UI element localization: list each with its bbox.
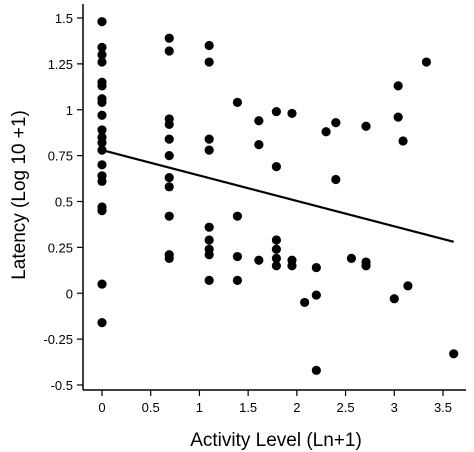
x-axis-ticks: 0 0.5 1 1.5 2 2.5 3 3.5 bbox=[98, 390, 452, 415]
data-point bbox=[361, 261, 371, 271]
data-point bbox=[271, 244, 281, 254]
data-point bbox=[321, 127, 331, 137]
data-point bbox=[232, 211, 243, 221]
data-point bbox=[97, 110, 107, 120]
data-point bbox=[164, 134, 174, 144]
data-point bbox=[204, 250, 214, 260]
data-point bbox=[232, 251, 243, 262]
y-tick-label: 1 bbox=[66, 103, 73, 118]
data-point bbox=[271, 162, 281, 172]
data-point bbox=[271, 261, 281, 271]
plot-frame bbox=[82, 4, 466, 391]
data-point bbox=[331, 117, 341, 128]
data-point bbox=[311, 290, 321, 300]
y-tick-label: -0.25 bbox=[43, 332, 73, 347]
y-tick-label: -0.5 bbox=[51, 378, 73, 393]
data-point bbox=[97, 145, 107, 155]
data-point bbox=[403, 281, 413, 291]
y-axis-ticks: -0.5 -0.25 0 0.25 0.5 0.75 1 1.25 1.5 bbox=[43, 11, 83, 393]
data-point bbox=[232, 275, 243, 286]
y-tick-label: 0.5 bbox=[55, 195, 73, 210]
data-point bbox=[311, 262, 321, 273]
data-point bbox=[204, 222, 214, 232]
data-point bbox=[97, 17, 107, 27]
data-point bbox=[287, 261, 297, 271]
data-point bbox=[300, 297, 310, 308]
data-point bbox=[204, 275, 214, 286]
data-point bbox=[97, 176, 107, 186]
data-point bbox=[164, 173, 174, 183]
data-points bbox=[97, 17, 459, 375]
data-point bbox=[97, 206, 107, 216]
data-point bbox=[232, 97, 243, 108]
data-point bbox=[164, 46, 174, 56]
y-axis-title: Latency (Log 10 +1) bbox=[9, 110, 30, 280]
data-point bbox=[97, 160, 107, 170]
x-axis-title: Activity Level (Ln+1) bbox=[190, 430, 362, 451]
x-tick-label: 1.5 bbox=[239, 400, 257, 415]
data-point bbox=[204, 134, 214, 144]
x-tick-label: 3 bbox=[391, 400, 398, 415]
regression-line-group bbox=[101, 149, 454, 243]
data-point bbox=[271, 253, 281, 263]
x-tick-label: 0 bbox=[98, 400, 105, 415]
x-tick-label: 2.5 bbox=[337, 400, 355, 415]
data-point bbox=[97, 57, 107, 67]
regression-line bbox=[101, 149, 454, 243]
data-point bbox=[97, 42, 107, 52]
data-point bbox=[346, 253, 357, 263]
x-tick-label: 2 bbox=[293, 400, 300, 415]
data-point bbox=[97, 318, 107, 328]
data-point bbox=[393, 81, 403, 91]
y-tick-label: 0 bbox=[66, 286, 73, 301]
data-point bbox=[164, 253, 174, 263]
data-point bbox=[271, 106, 281, 117]
data-point bbox=[271, 235, 281, 245]
data-point bbox=[164, 211, 174, 221]
data-point bbox=[254, 255, 264, 265]
data-point bbox=[97, 81, 107, 91]
data-point bbox=[97, 125, 107, 135]
data-point bbox=[204, 40, 214, 51]
y-tick-label: 0.75 bbox=[48, 149, 73, 164]
data-point bbox=[398, 136, 408, 146]
data-point bbox=[331, 174, 341, 185]
data-point bbox=[164, 182, 174, 192]
data-point bbox=[204, 57, 214, 67]
y-tick-label: 1.5 bbox=[55, 11, 73, 26]
data-point bbox=[449, 349, 459, 359]
x-tick-label: 3.5 bbox=[434, 400, 452, 415]
data-point bbox=[204, 235, 214, 245]
data-point bbox=[254, 116, 264, 126]
data-point bbox=[311, 365, 321, 375]
data-point bbox=[164, 119, 174, 130]
data-point bbox=[204, 145, 214, 155]
data-point bbox=[393, 112, 403, 122]
y-tick-label: 1.25 bbox=[48, 57, 73, 72]
data-point bbox=[254, 140, 264, 150]
data-point bbox=[97, 279, 107, 289]
data-point bbox=[164, 33, 174, 43]
x-tick-label: 1 bbox=[196, 400, 203, 415]
data-point bbox=[97, 138, 107, 148]
data-point bbox=[421, 57, 432, 67]
data-point bbox=[97, 50, 107, 60]
data-point bbox=[287, 108, 297, 119]
y-tick-label: 0.25 bbox=[48, 240, 73, 255]
x-tick-label: 0.5 bbox=[142, 400, 160, 415]
data-point bbox=[389, 294, 399, 304]
data-point bbox=[361, 121, 371, 131]
data-point bbox=[97, 97, 107, 108]
data-point bbox=[164, 151, 174, 161]
